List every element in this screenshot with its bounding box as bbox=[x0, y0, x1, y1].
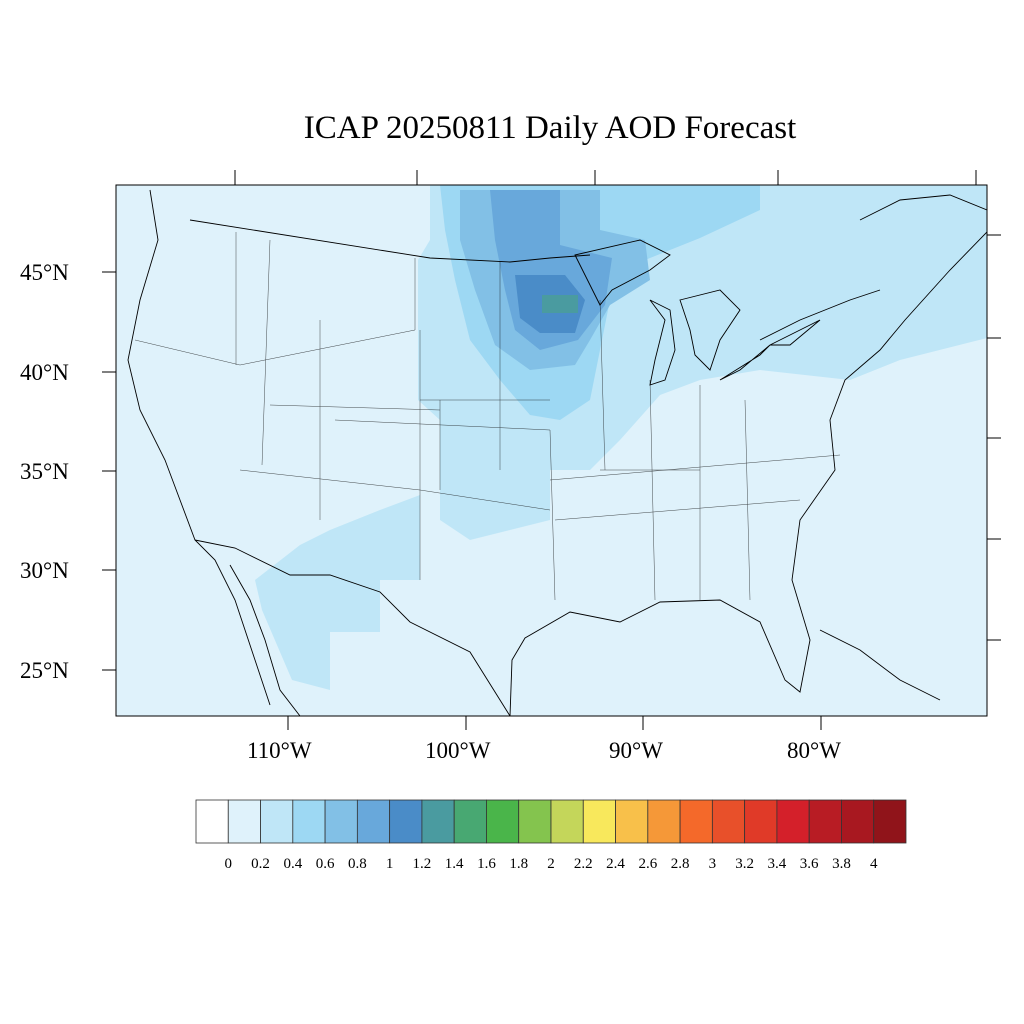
colorbar-swatch bbox=[389, 799, 423, 844]
lat-label: 45°N bbox=[20, 260, 69, 285]
lat-label: 30°N bbox=[20, 558, 69, 583]
colorbar-label: 2.2 bbox=[573, 856, 593, 872]
colorbar-label: 3 bbox=[708, 856, 717, 872]
colorbar-swatch bbox=[356, 799, 391, 844]
colorbar-swatch bbox=[550, 799, 584, 844]
colorbar-swatch bbox=[324, 799, 358, 844]
colorbar-label: 1.8 bbox=[509, 856, 529, 872]
colorbar-label: 2.6 bbox=[638, 856, 658, 872]
colorbar-swatch bbox=[711, 799, 746, 844]
colorbar-swatch bbox=[292, 799, 326, 844]
lat-label: 35°N bbox=[20, 459, 69, 484]
aod-level-1.4 bbox=[542, 295, 578, 313]
colorbar-swatch bbox=[679, 799, 713, 844]
colorbar-label: 0 bbox=[224, 856, 233, 872]
colorbar-label: 0.2 bbox=[251, 856, 270, 872]
colorbar-label: 1.2 bbox=[412, 856, 432, 872]
axis-ticks bbox=[102, 170, 1001, 730]
colorbar-label: 1.6 bbox=[477, 856, 496, 872]
colorbar-label: 4 bbox=[869, 856, 878, 872]
plot-frame bbox=[115, 184, 988, 717]
colorbar-label: 3.6 bbox=[799, 856, 819, 872]
colorbar-swatch bbox=[227, 799, 261, 844]
colorbar-swatch bbox=[744, 799, 778, 844]
colorbar-swatch bbox=[647, 799, 681, 844]
colorbar-label: 2.8 bbox=[670, 856, 690, 872]
colorbar-swatch bbox=[195, 799, 229, 844]
lat-label: 40°N bbox=[20, 360, 69, 385]
state-borders bbox=[134, 232, 841, 601]
colorbar-swatch bbox=[421, 799, 455, 844]
colorbar-label: 1.4 bbox=[444, 856, 464, 872]
colorbar-swatch bbox=[486, 799, 520, 844]
colorbar-label: 0.8 bbox=[347, 856, 367, 872]
colorbar-swatch bbox=[518, 799, 552, 844]
colorbar-label: 1 bbox=[385, 856, 394, 872]
colorbar-label: 3.4 bbox=[767, 856, 787, 872]
colorbar-label: 0.6 bbox=[315, 856, 335, 872]
coastlines bbox=[127, 189, 987, 716]
map-title: ICAP 20250811 Daily AOD Forecast bbox=[303, 110, 797, 146]
colorbar-swatch bbox=[841, 799, 875, 844]
colorbar-swatch bbox=[615, 799, 649, 844]
colorbar-label: 3.2 bbox=[735, 856, 754, 872]
colorbar-swatch bbox=[873, 799, 907, 844]
lat-label: 25°N bbox=[20, 658, 69, 683]
aod-level-0.4 bbox=[255, 495, 420, 690]
colorbar-swatch bbox=[582, 799, 616, 844]
colorbar-label: 0.4 bbox=[283, 856, 303, 872]
colorbar-swatch bbox=[776, 799, 810, 844]
colorbar-label: 2.4 bbox=[606, 856, 625, 872]
colorbar-swatch bbox=[808, 799, 842, 844]
lon-label: 110°W bbox=[247, 738, 312, 763]
colorbar-swatch bbox=[453, 799, 487, 844]
lon-label: 100°W bbox=[425, 738, 491, 763]
colorbar bbox=[195, 799, 907, 844]
lon-label: 90°W bbox=[609, 738, 663, 763]
colorbar-swatch bbox=[260, 799, 294, 844]
colorbar-label: 3.8 bbox=[832, 856, 851, 872]
lon-label: 80°W bbox=[787, 738, 841, 763]
colorbar-label: 2 bbox=[547, 856, 555, 872]
